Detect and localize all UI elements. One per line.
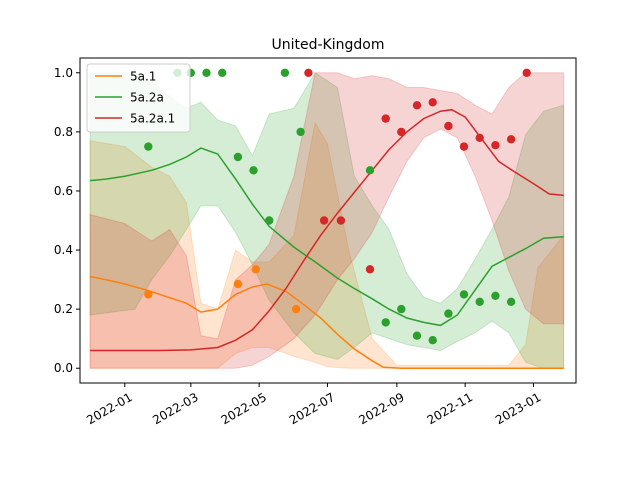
point-series-2-12 xyxy=(506,135,516,144)
y-tick-label: 0.0 xyxy=(54,361,73,375)
point-series-1-11 xyxy=(381,318,390,327)
plot-frame xyxy=(79,57,577,384)
point-series-2-1 xyxy=(319,216,329,225)
point-series-0-1 xyxy=(233,279,243,289)
point-series-2-6 xyxy=(412,101,422,110)
line-series-1 xyxy=(90,147,564,327)
point-series-1-15 xyxy=(444,309,453,318)
y-tick-label: 1.0 xyxy=(54,66,73,80)
point-series-2-9 xyxy=(459,142,469,151)
point-series-1-6 xyxy=(249,166,258,175)
point-series-2-7 xyxy=(428,98,437,107)
legend-label-0: 5a.1 xyxy=(130,70,156,84)
y-tick-label: 0.6 xyxy=(54,184,73,198)
point-series-0-2 xyxy=(251,265,260,274)
point-series-0-3 xyxy=(291,304,301,314)
point-series-1-17 xyxy=(475,297,484,306)
point-series-2-2 xyxy=(336,216,346,225)
y-tick-label: 0.8 xyxy=(54,125,73,139)
point-series-1-10 xyxy=(365,166,375,175)
point-series-1-12 xyxy=(397,304,406,314)
line-series-2 xyxy=(90,108,564,352)
point-series-1-5 xyxy=(233,152,243,162)
legend: 5a.1 5a.2a 5a.2a.1 xyxy=(86,63,191,133)
y-axis: 0.0 0.2 0.4 0.6 0.8 1.0 xyxy=(54,66,80,375)
point-series-1-4 xyxy=(218,68,227,78)
point-series-2-11 xyxy=(491,141,500,150)
legend-label-1: 5a.2a xyxy=(130,91,164,105)
point-series-1-8 xyxy=(280,68,290,78)
point-series-2-13 xyxy=(522,68,531,78)
y-tick-label: 0.4 xyxy=(54,243,73,257)
point-series-2-8 xyxy=(444,121,453,131)
point-series-1-7 xyxy=(265,216,274,225)
legend-label-2: 5a.2a.1 xyxy=(130,112,175,126)
observed-points xyxy=(144,68,531,345)
point-series-2-5 xyxy=(397,127,406,137)
point-series-1-16 xyxy=(459,290,469,299)
point-series-1-18 xyxy=(491,291,500,300)
point-series-1-0 xyxy=(144,142,153,151)
point-series-1-13 xyxy=(412,331,422,340)
point-series-2-10 xyxy=(475,133,484,142)
legend-box xyxy=(86,63,191,133)
point-series-1-9 xyxy=(296,127,305,137)
point-series-2-3 xyxy=(365,265,375,274)
chart-title: United-Kingdom xyxy=(272,37,385,53)
point-series-1-3 xyxy=(202,68,211,78)
point-series-1-19 xyxy=(506,297,516,306)
point-series-1-14 xyxy=(428,336,437,345)
y-tick-label: 0.2 xyxy=(54,302,73,316)
point-series-2-0 xyxy=(304,68,313,78)
point-series-0-0 xyxy=(144,290,153,299)
point-series-2-4 xyxy=(381,114,390,123)
